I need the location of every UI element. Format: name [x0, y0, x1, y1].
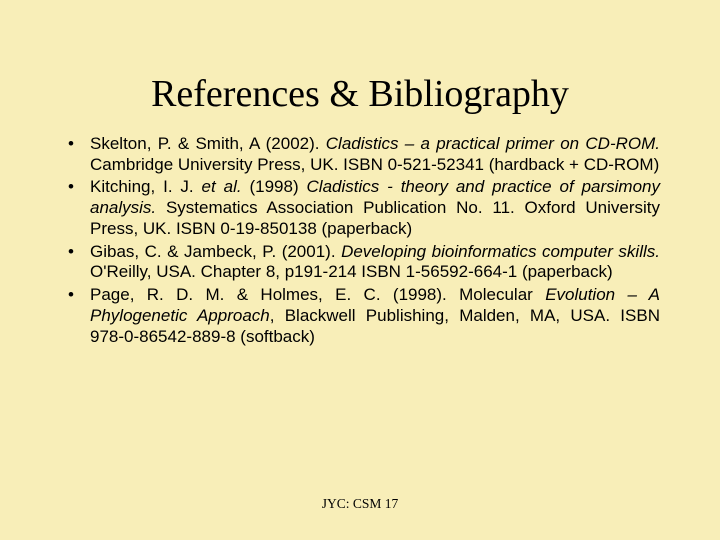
reference-item: •Page, R. D. M. & Holmes, E. C. (1998). …: [68, 285, 660, 347]
references-list: •Skelton, P. & Smith, A (2002). Cladisti…: [0, 134, 720, 347]
reference-text: Gibas, C. & Jambeck, P. (2001). Developi…: [90, 242, 660, 283]
reference-text: Skelton, P. & Smith, A (2002). Cladistic…: [90, 134, 660, 175]
reference-item: •Kitching, I. J. et al. (1998) Cladistic…: [68, 177, 660, 239]
reference-text: Kitching, I. J. et al. (1998) Cladistics…: [90, 177, 660, 239]
bullet-icon: •: [68, 177, 90, 239]
bullet-icon: •: [68, 242, 90, 283]
footer-text: JYC: CSM 17: [0, 496, 720, 512]
reference-item: •Skelton, P. & Smith, A (2002). Cladisti…: [68, 134, 660, 175]
reference-item: •Gibas, C. & Jambeck, P. (2001). Develop…: [68, 242, 660, 283]
bullet-icon: •: [68, 285, 90, 347]
page-title: References & Bibliography: [0, 0, 720, 134]
reference-text: Page, R. D. M. & Holmes, E. C. (1998). M…: [90, 285, 660, 347]
bullet-icon: •: [68, 134, 90, 175]
